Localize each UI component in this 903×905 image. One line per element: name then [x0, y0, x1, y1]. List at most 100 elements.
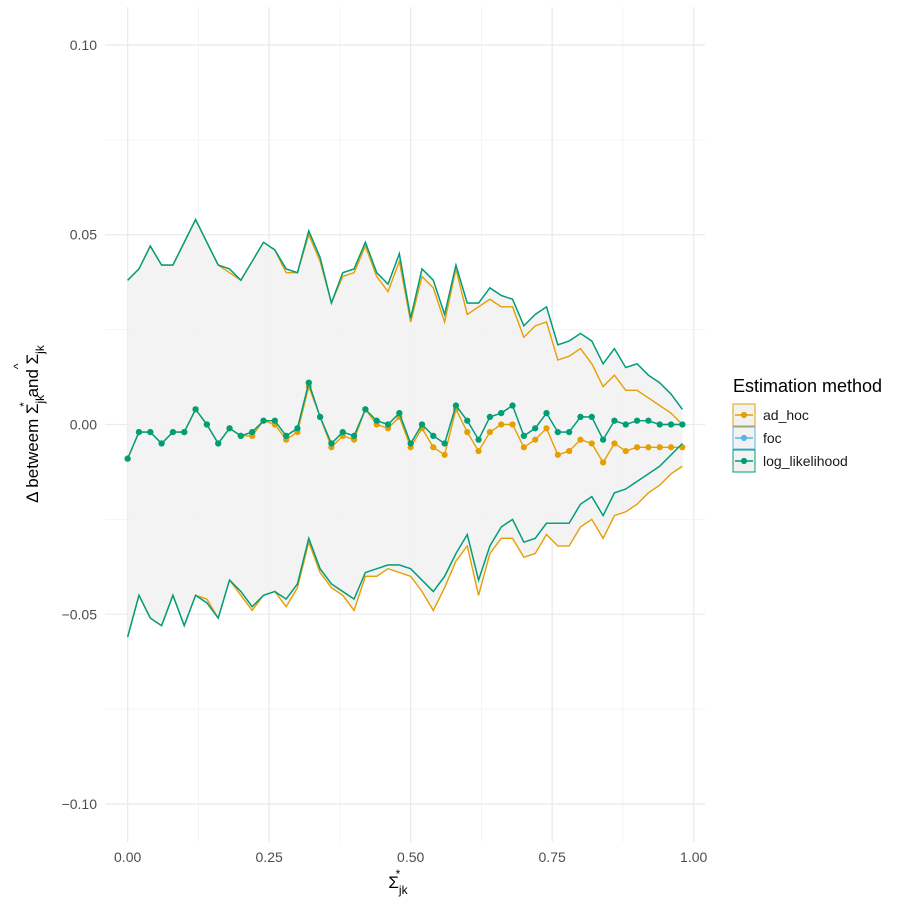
y-axis-title-sub2: jk — [33, 344, 47, 355]
legend-key-point-foc — [740, 434, 748, 442]
data-point-log_likelihood — [452, 402, 460, 409]
data-point-log_likelihood — [147, 428, 154, 436]
data-point-ad_hoc — [600, 459, 607, 466]
data-point-log_likelihood — [543, 410, 550, 417]
x-tick-label: 0.00 — [114, 849, 141, 865]
data-point-log_likelihood — [611, 417, 618, 424]
data-point-ad_hoc — [656, 444, 663, 451]
data-point-log_likelihood — [407, 440, 414, 447]
y-tick-label: −0.10 — [62, 796, 98, 812]
data-point-ad_hoc — [486, 428, 494, 436]
y-axis-ticks: −0.10 −0.05 0.00 0.05 0.10 — [62, 37, 98, 812]
data-point-ad_hoc — [566, 447, 573, 455]
data-point-log_likelihood — [509, 402, 516, 409]
data-point-log_likelihood — [328, 440, 335, 447]
data-point-log_likelihood — [532, 425, 539, 432]
data-point-log_likelihood — [237, 432, 244, 439]
y-axis-title-sym1: Σ — [23, 403, 42, 414]
data-point-log_likelihood — [588, 413, 595, 421]
legend-title: Estimation method — [733, 376, 882, 396]
data-point-ad_hoc — [633, 444, 641, 451]
data-point-log_likelihood — [486, 413, 494, 421]
data-point-ad_hoc — [577, 436, 584, 443]
data-point-ad_hoc — [509, 421, 516, 428]
data-point-log_likelihood — [667, 421, 675, 428]
data-point-log_likelihood — [418, 421, 426, 428]
data-point-ad_hoc — [475, 447, 482, 455]
y-tick-label: 0.00 — [70, 417, 97, 433]
x-axis-title-sup: * — [396, 867, 401, 881]
data-point-log_likelihood — [577, 413, 584, 421]
x-axis-title: Σjk * — [388, 867, 408, 897]
data-point-log_likelihood — [316, 413, 324, 421]
x-axis-ticks: 0.00 0.25 0.50 0.75 1.00 — [114, 849, 707, 865]
data-point-log_likelihood — [203, 421, 210, 428]
data-point-ad_hoc — [430, 444, 437, 451]
x-tick-label: 1.00 — [680, 849, 707, 865]
data-point-log_likelihood — [124, 455, 131, 462]
data-point-log_likelihood — [566, 428, 573, 436]
data-point-log_likelihood — [181, 428, 188, 436]
y-axis-title-sub1: jk — [33, 394, 47, 405]
data-point-log_likelihood — [396, 410, 403, 417]
data-point-log_likelihood — [384, 421, 392, 428]
data-point-log_likelihood — [294, 425, 301, 432]
data-point-ad_hoc — [588, 440, 595, 447]
y-tick-label: 0.05 — [70, 227, 97, 243]
data-point-ad_hoc — [464, 428, 471, 436]
data-point-ad_hoc — [622, 447, 629, 455]
data-point-log_likelihood — [645, 417, 652, 424]
data-point-ad_hoc — [498, 421, 505, 428]
x-axis-title-base: Σ — [388, 873, 399, 892]
data-point-log_likelihood — [633, 417, 641, 424]
legend-key-point-log_likelihood — [740, 457, 748, 465]
data-point-log_likelihood — [362, 406, 369, 413]
data-point-ad_hoc — [543, 425, 550, 432]
data-point-log_likelihood — [475, 436, 482, 443]
y-axis-title-hat2: ^ — [11, 363, 25, 369]
data-point-log_likelihood — [271, 417, 278, 424]
data-point-ad_hoc — [520, 444, 527, 451]
data-point-ad_hoc — [532, 436, 539, 443]
x-tick-label: 0.75 — [539, 849, 566, 865]
y-tick-label: 0.10 — [70, 37, 97, 53]
data-point-log_likelihood — [260, 417, 267, 424]
data-point-log_likelihood — [249, 428, 256, 436]
data-point-log_likelihood — [169, 428, 177, 436]
x-tick-label: 0.50 — [397, 849, 424, 865]
data-point-log_likelihood — [339, 428, 346, 436]
data-point-log_likelihood — [520, 432, 527, 439]
y-axis-title: Δ betweem Σjk* and Σjk^ — [11, 344, 47, 503]
x-axis-title-sub: jk — [398, 883, 409, 897]
data-point-log_likelihood — [498, 410, 505, 417]
legend-label-ad_hoc: ad_hoc — [763, 407, 809, 423]
legend-label-log_likelihood: log_likelihood — [763, 453, 848, 469]
y-axis-title-prefix: Δ betweem — [23, 414, 42, 503]
data-point-ad_hoc — [667, 444, 675, 451]
data-point-log_likelihood — [679, 421, 686, 428]
data-point-ad_hoc — [441, 451, 448, 458]
y-axis-title-sym2: Σ — [23, 354, 42, 365]
data-point-log_likelihood — [226, 425, 233, 432]
series-lower-line-log_likelihood — [126, 442, 683, 638]
legend-label-foc: foc — [763, 430, 782, 446]
y-axis-title-mid: and — [23, 364, 42, 402]
data-point-ad_hoc — [554, 451, 561, 458]
data-point-log_likelihood — [554, 428, 561, 436]
data-point-log_likelihood — [656, 421, 663, 428]
data-point-log_likelihood — [305, 379, 312, 386]
data-point-log_likelihood — [135, 428, 143, 436]
data-point-log_likelihood — [441, 440, 448, 447]
y-tick-label: −0.05 — [62, 606, 98, 622]
data-point-log_likelihood — [600, 436, 607, 443]
data-point-log_likelihood — [283, 432, 290, 439]
data-point-ad_hoc — [611, 440, 618, 447]
data-point-log_likelihood — [158, 440, 165, 447]
data-point-ad_hoc — [645, 444, 652, 451]
legend-key-point-ad_hoc — [740, 411, 748, 419]
data-point-log_likelihood — [215, 440, 222, 447]
y-axis-title-sup1: * — [17, 402, 31, 407]
